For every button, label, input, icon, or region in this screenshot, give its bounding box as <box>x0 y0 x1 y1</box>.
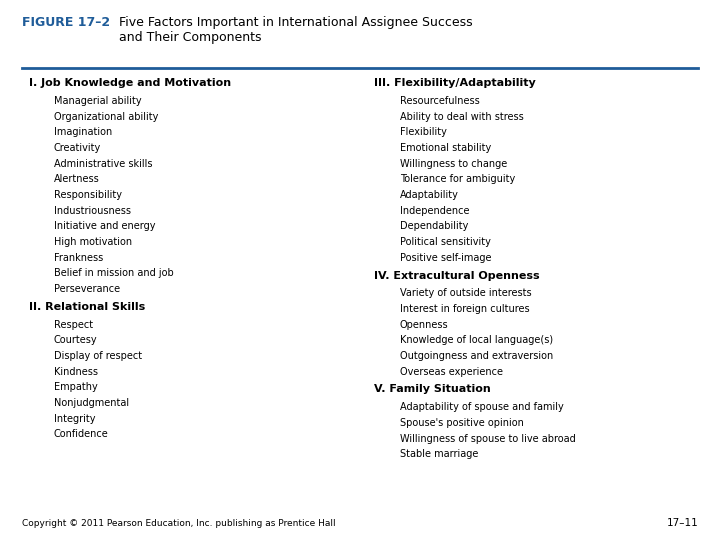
Text: Positive self-image: Positive self-image <box>400 253 491 263</box>
Text: Adaptability of spouse and family: Adaptability of spouse and family <box>400 402 563 413</box>
Text: Stable marriage: Stable marriage <box>400 449 478 460</box>
Text: Knowledge of local language(s): Knowledge of local language(s) <box>400 335 553 346</box>
Text: Integrity: Integrity <box>54 414 96 424</box>
Text: Responsibility: Responsibility <box>54 190 122 200</box>
Text: III. Flexibility/Adaptability: III. Flexibility/Adaptability <box>374 78 536 89</box>
Text: Respect: Respect <box>54 320 93 330</box>
Text: Initiative and energy: Initiative and energy <box>54 221 156 232</box>
Text: II. Relational Skills: II. Relational Skills <box>29 302 145 312</box>
Text: Perseverance: Perseverance <box>54 284 120 294</box>
Text: Independence: Independence <box>400 206 469 216</box>
Text: Organizational ability: Organizational ability <box>54 112 158 122</box>
Text: Political sensitivity: Political sensitivity <box>400 237 490 247</box>
Text: V. Family Situation: V. Family Situation <box>374 384 491 395</box>
Text: FIGURE 17–2: FIGURE 17–2 <box>22 16 109 29</box>
Text: I. Job Knowledge and Motivation: I. Job Knowledge and Motivation <box>29 78 231 89</box>
Text: Willingness to change: Willingness to change <box>400 159 507 169</box>
Text: Overseas experience: Overseas experience <box>400 367 503 377</box>
Text: 17–11: 17–11 <box>667 518 698 528</box>
Text: High motivation: High motivation <box>54 237 132 247</box>
Text: Interest in foreign cultures: Interest in foreign cultures <box>400 304 529 314</box>
Text: Alertness: Alertness <box>54 174 100 185</box>
Text: Dependability: Dependability <box>400 221 468 232</box>
Text: Flexibility: Flexibility <box>400 127 446 138</box>
Text: Copyright © 2011 Pearson Education, Inc. publishing as Prentice Hall: Copyright © 2011 Pearson Education, Inc.… <box>22 519 336 528</box>
Text: Courtesy: Courtesy <box>54 335 98 346</box>
Text: Empathy: Empathy <box>54 382 98 393</box>
Text: Nonjudgmental: Nonjudgmental <box>54 398 129 408</box>
Text: Adaptability: Adaptability <box>400 190 459 200</box>
Text: Openness: Openness <box>400 320 449 330</box>
Text: Willingness of spouse to live abroad: Willingness of spouse to live abroad <box>400 434 575 444</box>
Text: Display of respect: Display of respect <box>54 351 142 361</box>
Text: Spouse's positive opinion: Spouse's positive opinion <box>400 418 523 428</box>
Text: Belief in mission and job: Belief in mission and job <box>54 268 174 279</box>
Text: Creativity: Creativity <box>54 143 102 153</box>
Text: Five Factors Important in International Assignee Success
and Their Components: Five Factors Important in International … <box>119 16 472 44</box>
Text: Imagination: Imagination <box>54 127 112 138</box>
Text: Tolerance for ambiguity: Tolerance for ambiguity <box>400 174 515 185</box>
Text: Outgoingness and extraversion: Outgoingness and extraversion <box>400 351 553 361</box>
Text: Variety of outside interests: Variety of outside interests <box>400 288 531 299</box>
Text: Resourcefulness: Resourcefulness <box>400 96 480 106</box>
Text: IV. Extracultural Openness: IV. Extracultural Openness <box>374 271 540 281</box>
Text: Confidence: Confidence <box>54 429 109 440</box>
Text: Kindness: Kindness <box>54 367 98 377</box>
Text: Administrative skills: Administrative skills <box>54 159 153 169</box>
Text: Emotional stability: Emotional stability <box>400 143 491 153</box>
Text: Ability to deal with stress: Ability to deal with stress <box>400 112 523 122</box>
Text: Industriousness: Industriousness <box>54 206 131 216</box>
Text: Managerial ability: Managerial ability <box>54 96 142 106</box>
Text: Frankness: Frankness <box>54 253 103 263</box>
